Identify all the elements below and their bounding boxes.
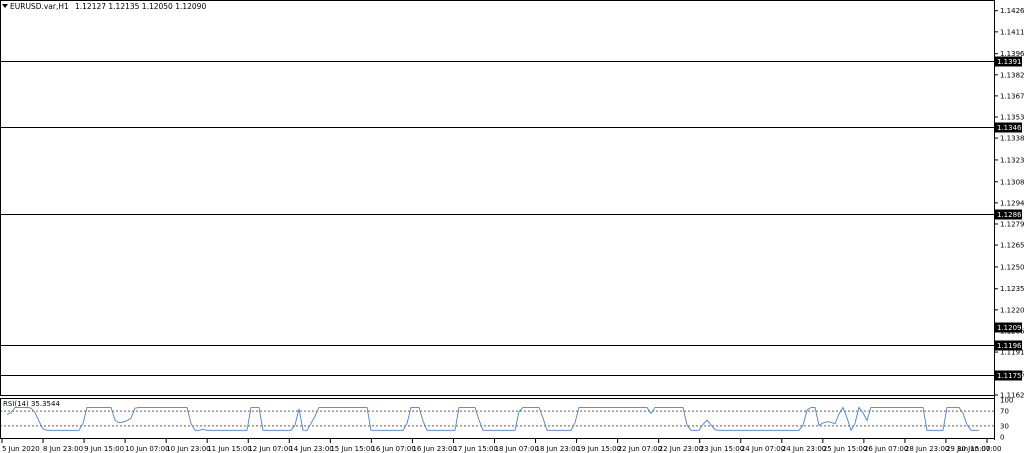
level-label-box (995, 340, 1022, 351)
horizontal-level-lines (0, 61, 994, 376)
time-tick-label: 10 Jun 07:00 (125, 445, 169, 453)
current-price-label: 1.12090 (997, 324, 1024, 332)
menu-arrow-icon[interactable] (2, 4, 8, 8)
time-tick-label: 25 Jun 15:00 (823, 445, 867, 453)
level-label: 1.11759 (997, 372, 1024, 380)
time-tick-label: 5 Jun 2020 (2, 445, 40, 453)
time-tick-label: 28 Jun 23:00 (905, 445, 949, 453)
rsi-pane-border (0, 398, 995, 439)
time-tick-label: 30 Jun 07:00 (957, 445, 1001, 453)
time-axis: 5 Jun 2020 8 Jun 23:00 9 Jun 15:00 10 Jun 0… (1, 439, 1001, 453)
time-tick-label: 17 Jun 15:00 (453, 445, 497, 453)
price-axis: 1.14260 1.14115 1.13965 1.13820 1.13675 1.135… (994, 7, 1024, 400)
time-tick-label: 24 Jun 07:00 (741, 445, 785, 453)
price-tick-label: 1.12795 (1000, 220, 1024, 228)
time-tick-label: 18 Jun 23:00 (536, 445, 580, 453)
time-tick-label: 14 Jun 23:00 (289, 445, 333, 453)
time-tick-label: 8 Jun 23:00 (43, 445, 83, 453)
price-tick-label: 1.13530 (1000, 113, 1024, 121)
time-tick-label: 12 Jun 07:00 (248, 445, 292, 453)
ohlc-values: 1.12127 1.12135 1.12050 1.12090 (75, 2, 206, 11)
rsi-indicator: 100 70 30 0 (0, 397, 1013, 442)
level-label-box (995, 122, 1022, 133)
rsi-label: RSI(14) 35.3544 (3, 400, 60, 408)
time-tick-label: 18 Jun 07:00 (495, 445, 539, 453)
time-tick-label: 15 Jun 15:00 (330, 445, 374, 453)
rsi-axis-label: 70 (1000, 408, 1009, 416)
price-tick-label: 1.13085 (1000, 178, 1024, 186)
level-label: 1.12861 (997, 211, 1024, 219)
chart-header: EURUSD.var,H1 1.12127 1.12135 1.12050 1.… (2, 2, 206, 11)
price-tick-label: 1.13385 (1000, 135, 1024, 143)
price-tick-label: 1.12650 (1000, 242, 1024, 250)
time-tick-label: 26 Jun 07:00 (864, 445, 908, 453)
time-tick-label: 29 Jun 15:00 (946, 445, 990, 453)
price-tick-label: 1.12205 (1000, 306, 1024, 314)
rsi-axis-label: 100 (1000, 397, 1013, 405)
price-tick-label: 1.13820 (1000, 71, 1024, 79)
price-tick-label: 1.12940 (1000, 199, 1024, 207)
rsi-axis-label: 30 (1000, 422, 1009, 430)
time-tick-label: 16 Jun 07:00 (371, 445, 415, 453)
price-tick-label: 1.11620 (1000, 392, 1024, 400)
time-tick-label: 16 Jun 23:00 (412, 445, 456, 453)
price-tick-label: 1.14260 (1000, 7, 1024, 15)
price-tick-label: 1.12350 (1000, 285, 1024, 293)
price-tick-label: 1.12500 (1000, 263, 1024, 271)
level-label: 1.13461 (997, 124, 1024, 132)
price-tick-label: 1.13965 (1000, 50, 1024, 58)
price-tick-label: 1.13675 (1000, 92, 1024, 100)
level-label: 1.11963 (997, 342, 1024, 350)
level-label-box (995, 370, 1022, 381)
level-label-box (995, 209, 1022, 220)
time-tick-label: 11 Jun 15:00 (207, 445, 251, 453)
rsi-axis-label: 0 (1000, 434, 1004, 442)
time-tick-label: 24 Jun 23:00 (782, 445, 826, 453)
main-pane-border (0, 0, 995, 396)
time-tick-label: 23 Jun 15:00 (700, 445, 744, 453)
time-tick-label: 22 Jun 23:00 (659, 445, 703, 453)
price-tick-label: 1.13235 (1000, 156, 1024, 164)
time-tick-label: 19 Jun 15:00 (577, 445, 621, 453)
time-tick-label: 9 Jun 15:00 (84, 445, 124, 453)
price-tick-label: 1.11915 (1000, 349, 1024, 357)
symbol-label: EURUSD.var,H1 (10, 2, 69, 11)
time-tick-label: 22 Jun 07:00 (618, 445, 662, 453)
rsi-line (6, 406, 979, 432)
level-label: 1.13912 (997, 58, 1024, 66)
current-price-box (995, 322, 1022, 333)
time-tick-label: 10 Jun 23:00 (166, 445, 210, 453)
level-label-box (995, 56, 1022, 67)
price-tick-label: 1.14115 (1000, 28, 1024, 36)
